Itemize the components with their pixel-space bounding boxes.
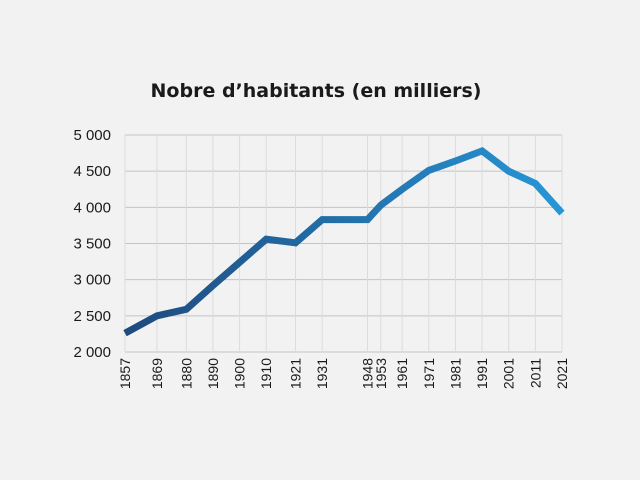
x-tick-label: 1921 bbox=[288, 358, 304, 389]
x-tick-label: 2021 bbox=[554, 358, 570, 389]
grid bbox=[124, 134, 563, 353]
y-tick-label: 3 500 bbox=[73, 236, 111, 253]
data-point bbox=[426, 167, 432, 173]
x-tick-label: 1890 bbox=[205, 358, 221, 389]
data-point bbox=[293, 240, 299, 246]
y-tick-label: 5 000 bbox=[73, 127, 111, 144]
data-point bbox=[506, 168, 512, 174]
data-point bbox=[263, 236, 269, 242]
y-tick-label: 4 500 bbox=[73, 163, 111, 180]
x-tick-label: 1961 bbox=[394, 358, 410, 389]
x-tick-label: 1953 bbox=[373, 358, 389, 389]
data-point bbox=[452, 158, 458, 164]
data-point bbox=[378, 202, 384, 208]
series-line bbox=[123, 146, 565, 337]
x-tick-label: 1880 bbox=[178, 358, 194, 389]
data-point bbox=[364, 217, 370, 223]
series-line-group bbox=[122, 146, 565, 337]
x-tick-label: 1869 bbox=[149, 358, 165, 389]
data-point bbox=[237, 259, 243, 265]
data-point bbox=[319, 217, 325, 223]
data-point bbox=[154, 313, 160, 319]
data-point bbox=[479, 148, 485, 154]
x-tick-label: 1857 bbox=[117, 358, 133, 389]
y-tick-label: 2 000 bbox=[73, 344, 111, 361]
y-tick-label: 3 000 bbox=[73, 272, 111, 289]
data-point bbox=[183, 306, 189, 312]
x-tick-label: 1981 bbox=[447, 358, 463, 389]
x-tick-label: 2001 bbox=[501, 358, 517, 389]
data-point bbox=[399, 186, 405, 192]
x-tick-label: 1910 bbox=[258, 358, 274, 389]
x-tick-label: 1948 bbox=[359, 358, 375, 389]
data-point bbox=[532, 180, 538, 186]
chart-title: Nobre d’habitants (en milliers) bbox=[151, 80, 482, 102]
x-axis: 1857 1869 1880 1890 1900 1910 1921 1931 19481953… bbox=[117, 358, 570, 389]
y-tick-label: 2 500 bbox=[73, 308, 111, 325]
x-tick-label: 1971 bbox=[421, 358, 437, 389]
data-point bbox=[559, 210, 565, 216]
x-tick-label: 2011 bbox=[527, 358, 543, 388]
x-tick-label: 1991 bbox=[474, 358, 490, 389]
y-tick-label: 4 000 bbox=[73, 199, 111, 216]
data-point bbox=[122, 330, 128, 336]
data-point bbox=[210, 282, 216, 288]
x-tick-label: 1900 bbox=[232, 358, 248, 389]
x-tick-label: 1931 bbox=[314, 358, 330, 389]
y-axis: 2 000 2 500 3 000 3 500 4 000 4 500 5 000 bbox=[73, 127, 111, 361]
